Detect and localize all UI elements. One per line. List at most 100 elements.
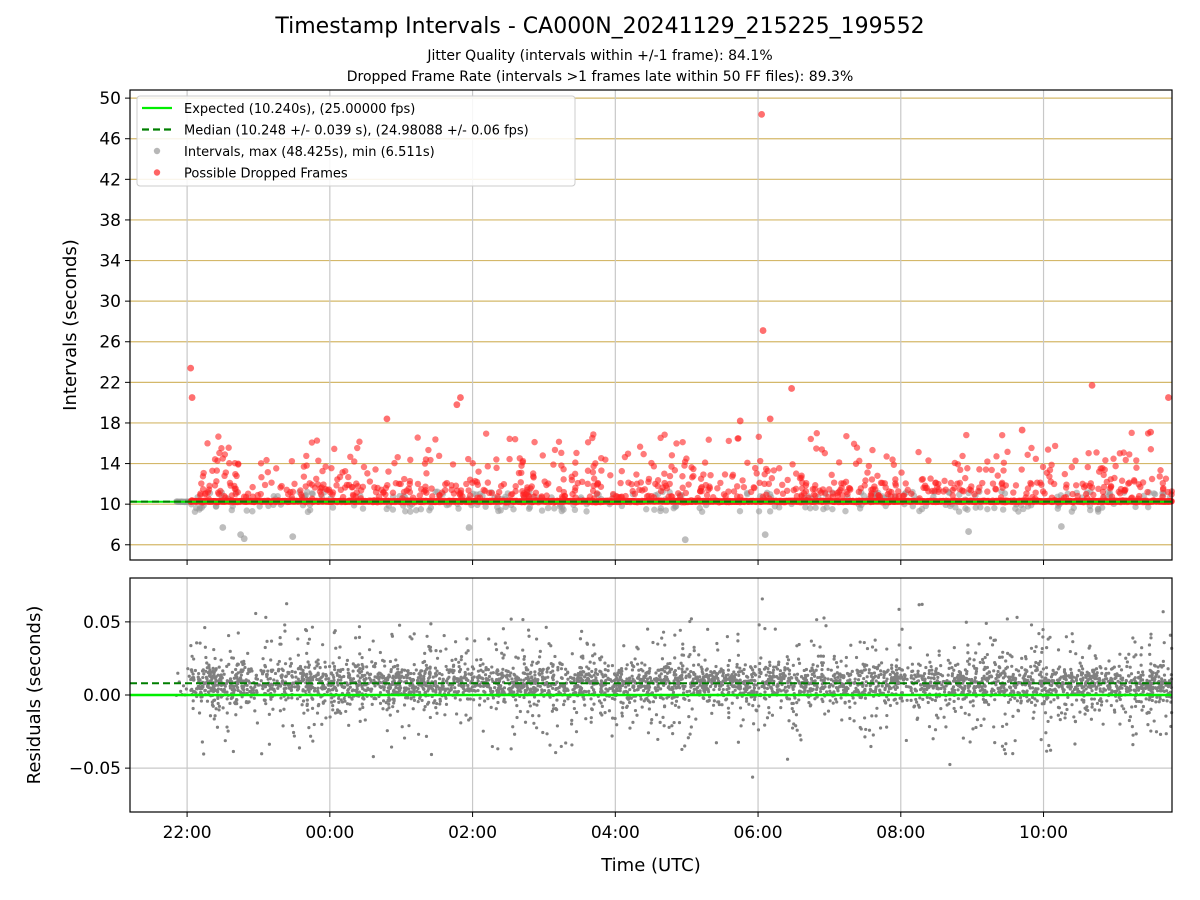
residual-point bbox=[216, 701, 220, 706]
dropped-frame-point bbox=[1159, 493, 1166, 500]
residual-point bbox=[927, 668, 931, 673]
dropped-frame-point bbox=[313, 475, 320, 483]
dropped-frame-point bbox=[528, 483, 535, 490]
dropped-frame-point bbox=[453, 401, 461, 409]
residual-point bbox=[331, 661, 335, 665]
dropped-frame-point bbox=[349, 491, 357, 499]
residual-point bbox=[603, 711, 607, 715]
residual-point bbox=[1039, 738, 1043, 742]
residual-point bbox=[500, 651, 504, 655]
chart-subtitle-dropped: Dropped Frame Rate (intervals >1 frames … bbox=[346, 69, 854, 85]
residual-point bbox=[1070, 703, 1074, 707]
residual-point bbox=[1140, 646, 1144, 650]
residual-point bbox=[1052, 698, 1056, 702]
residual-point bbox=[378, 690, 383, 695]
dropped-frame-point bbox=[480, 486, 487, 494]
residual-point bbox=[834, 697, 838, 701]
dropped-frame-point bbox=[1044, 446, 1052, 453]
residual-point bbox=[757, 686, 761, 690]
residual-point bbox=[771, 671, 775, 675]
interval-point bbox=[820, 505, 827, 513]
dropped-frame-point bbox=[314, 481, 322, 488]
dropped-frame-point bbox=[657, 434, 664, 442]
interval-point bbox=[304, 508, 312, 516]
dropped-frame-point bbox=[1004, 448, 1011, 456]
dropped-frame-point bbox=[640, 450, 647, 458]
dropped-frame-point bbox=[989, 480, 997, 487]
dropped-frame-point bbox=[449, 461, 457, 468]
dropped-frame-point bbox=[1122, 486, 1129, 493]
dropped-frame-point bbox=[1061, 470, 1069, 478]
interval-point bbox=[681, 536, 689, 544]
dropped-frame-point bbox=[850, 440, 858, 448]
dropped-frame-point bbox=[962, 474, 969, 482]
residual-point bbox=[212, 717, 216, 721]
residual-point bbox=[795, 728, 799, 732]
residual-point bbox=[870, 645, 875, 649]
dropped-frame-point bbox=[813, 430, 820, 437]
dropped-frame-point bbox=[998, 431, 1006, 439]
residual-point bbox=[501, 667, 505, 671]
dropped-frame-point bbox=[215, 433, 222, 440]
residual-point bbox=[255, 690, 259, 695]
dropped-frame-point bbox=[1107, 483, 1115, 491]
residual-point bbox=[649, 721, 653, 725]
residual-point bbox=[1161, 663, 1165, 668]
residual-point bbox=[939, 664, 943, 668]
residual-point bbox=[674, 699, 679, 703]
residual-point bbox=[671, 732, 675, 736]
residual-point bbox=[1015, 615, 1019, 619]
residual-point bbox=[844, 664, 848, 668]
interval-point bbox=[662, 507, 670, 514]
residual-point bbox=[677, 721, 682, 725]
dropped-frame-point bbox=[289, 488, 297, 496]
dropped-frame-point bbox=[829, 493, 836, 501]
residual-point bbox=[1127, 652, 1131, 656]
residual-point bbox=[307, 726, 311, 730]
dropped-frame-point bbox=[1135, 492, 1143, 500]
interval-point bbox=[497, 507, 504, 514]
interval-point bbox=[972, 504, 979, 511]
residual-point bbox=[521, 648, 525, 652]
interval-point bbox=[965, 528, 972, 535]
interval-point bbox=[571, 506, 579, 514]
residual-point bbox=[536, 660, 540, 664]
dropped-frame-point bbox=[1102, 457, 1109, 464]
residual-point bbox=[680, 667, 684, 671]
interval-point bbox=[806, 505, 814, 512]
dropped-frame-point bbox=[429, 493, 436, 500]
residual-point bbox=[239, 705, 243, 709]
residual-point bbox=[272, 678, 276, 682]
residual-point bbox=[939, 686, 943, 691]
interval-point bbox=[651, 506, 658, 513]
dropped-frame-point bbox=[931, 487, 938, 495]
residual-point bbox=[858, 640, 862, 644]
dropped-frame-point bbox=[868, 486, 875, 494]
residual-point bbox=[214, 707, 218, 711]
dropped-frame-point bbox=[560, 476, 567, 483]
residual-point bbox=[974, 651, 978, 655]
dropped-frame-point bbox=[341, 467, 349, 475]
interval-point bbox=[802, 504, 809, 511]
residual-point bbox=[725, 634, 729, 639]
residual-point bbox=[750, 775, 755, 779]
dropped-frame-point bbox=[506, 435, 513, 443]
dropped-frame-point bbox=[622, 492, 629, 500]
residual-point bbox=[1090, 705, 1094, 709]
dropped-frame-point bbox=[998, 480, 1005, 488]
dropped-frame-point bbox=[994, 472, 1001, 479]
residual-point bbox=[917, 603, 921, 607]
dropped-frame-point bbox=[572, 494, 579, 501]
residual-point bbox=[549, 661, 553, 666]
interval-point bbox=[482, 503, 489, 510]
residual-point bbox=[434, 648, 438, 653]
dropped-frame-point bbox=[964, 465, 971, 472]
dropped-frame-point bbox=[788, 385, 795, 392]
dropped-frame-point bbox=[1100, 471, 1107, 479]
dropped-frame-point bbox=[329, 491, 336, 498]
dropped-frame-point bbox=[1074, 492, 1081, 500]
dropped-frame-point bbox=[511, 435, 519, 443]
dropped-frame-point bbox=[898, 469, 905, 476]
residual-point bbox=[751, 703, 755, 708]
